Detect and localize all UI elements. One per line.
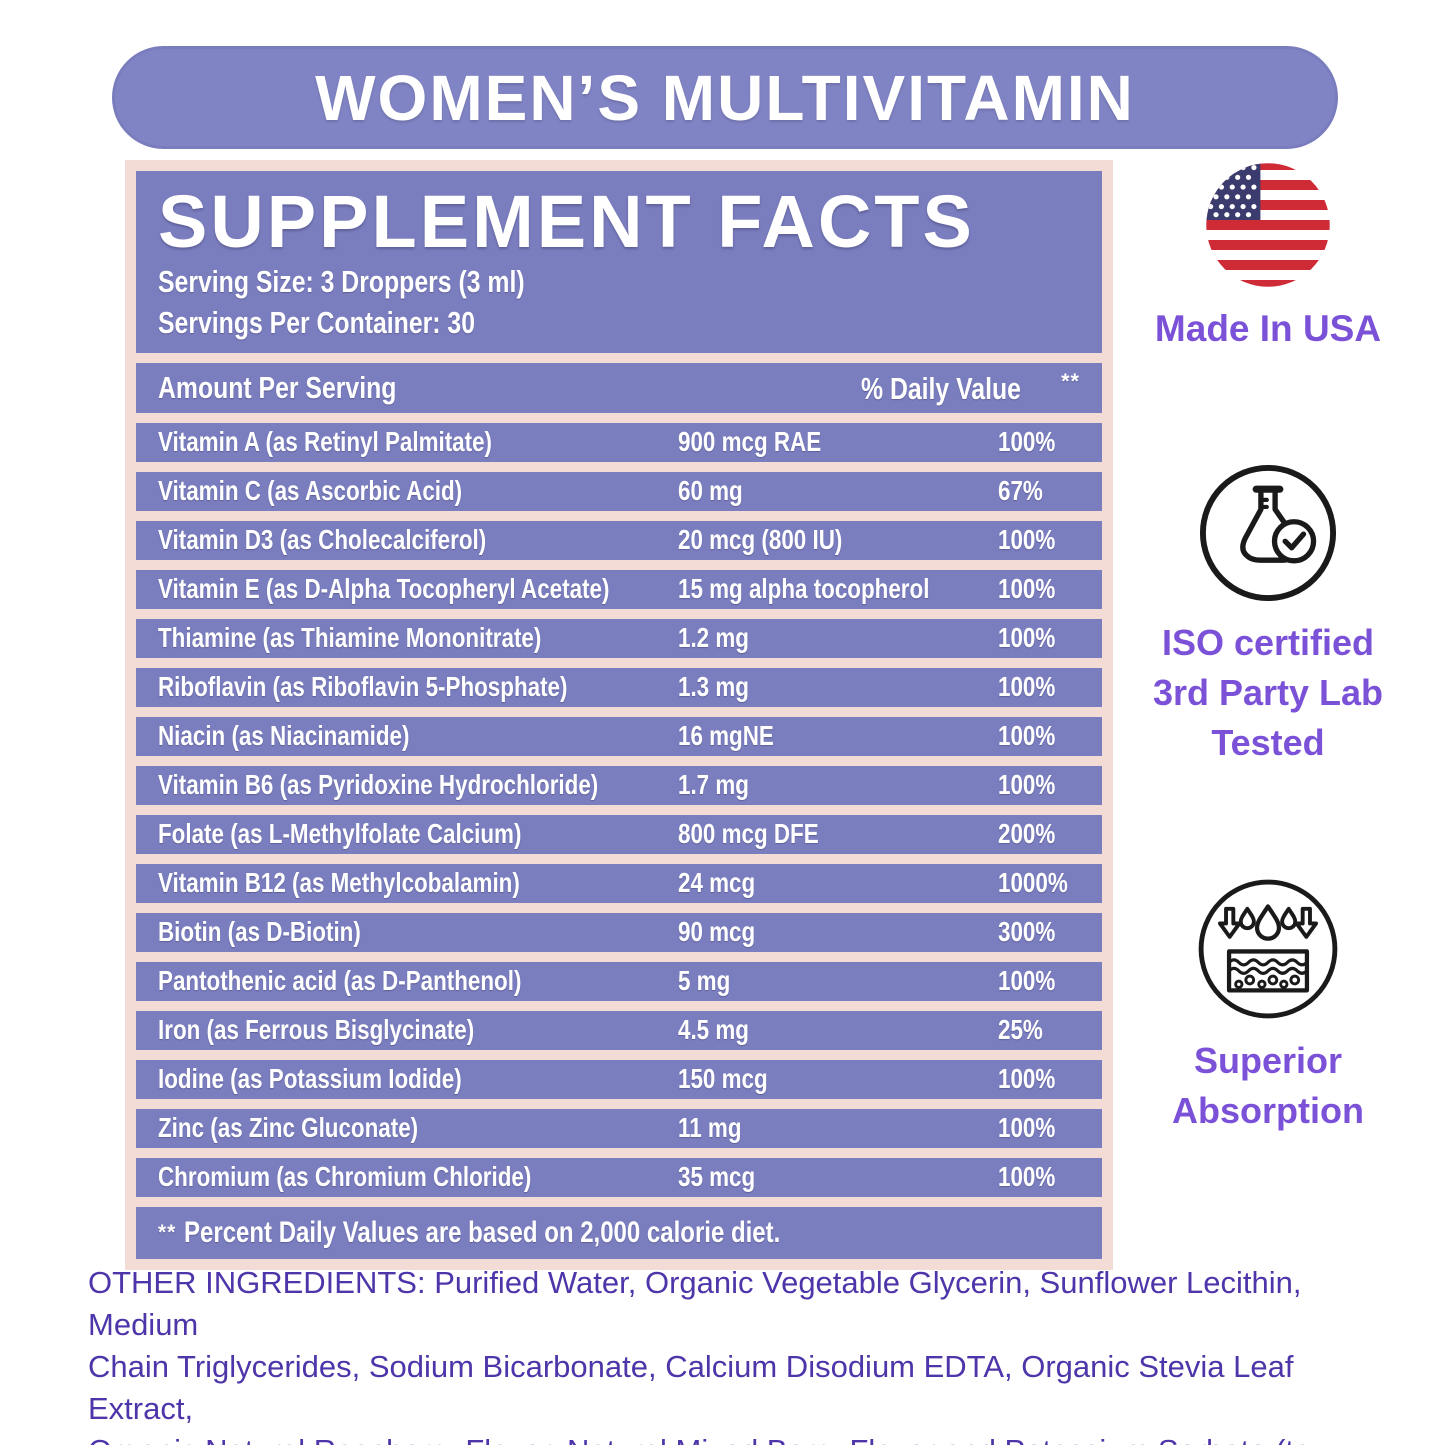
column-header-row: Amount Per Serving % Daily Value ** <box>136 362 1102 413</box>
nutrient-daily-value: 100% <box>998 1112 1056 1144</box>
absorption-icon <box>1198 879 1338 1019</box>
nutrient-name: Vitamin B12 (as Methylcobalamin) <box>158 867 520 899</box>
nutrient-amount: 20 mcg (800 IU) <box>678 524 843 556</box>
nutrient-daily-value: 67% <box>998 475 1043 507</box>
nutrient-amount: 35 mcg <box>678 1161 756 1193</box>
nutrient-amount: 150 mcg <box>678 1063 768 1095</box>
iso-certified-badge: ISO certified 3rd Party Lab Tested <box>1140 462 1396 768</box>
table-row: Vitamin D3 (as Cholecalciferol) 20 mcg (… <box>136 520 1102 560</box>
nutrient-name: Vitamin A (as Retinyl Palmitate) <box>158 426 493 458</box>
nutrient-daily-value: 100% <box>998 965 1056 997</box>
nutrient-name: Riboflavin (as Riboflavin 5-Phosphate) <box>158 671 568 703</box>
serving-size: Serving Size: 3 Droppers (3 ml) <box>158 263 525 299</box>
nutrient-amount: 24 mcg <box>678 867 756 899</box>
made-in-usa-label: Made In USA <box>1154 308 1382 349</box>
nutrient-daily-value: 100% <box>998 1063 1056 1095</box>
nutrient-amount: 900 mcg RAE <box>678 426 822 458</box>
usa-flag-icon <box>1206 163 1330 287</box>
nutrient-daily-value: 200% <box>998 818 1056 850</box>
facts-header: SUPPLEMENT FACTS Serving Size: 3 Dropper… <box>136 171 1102 353</box>
servings-per-container: Servings Per Container: 30 <box>158 304 475 340</box>
table-row: Chromium (as Chromium Chloride) 35 mcg 1… <box>136 1157 1102 1197</box>
nutrient-name: Biotin (as D-Biotin) <box>158 916 361 948</box>
table-row: Vitamin C (as Ascorbic Acid) 60 mg 67% <box>136 471 1102 511</box>
nutrient-amount: 1.3 mg <box>678 671 749 703</box>
nutrient-name: Vitamin D3 (as Cholecalciferol) <box>158 524 487 556</box>
nutrient-amount: 15 mg alpha tocopherol <box>678 573 930 605</box>
table-row: Vitamin E (as D-Alpha Tocopheryl Acetate… <box>136 569 1102 609</box>
nutrient-amount: 4.5 mg <box>678 1014 749 1046</box>
table-row: Iodine (as Potassium Iodide) 150 mcg 100… <box>136 1059 1102 1099</box>
nutrient-daily-value: 100% <box>998 769 1056 801</box>
nutrient-name: Thiamine (as Thiamine Mononitrate) <box>158 622 542 654</box>
column-header-amount: Amount Per Serving <box>158 369 397 405</box>
nutrient-daily-value: 100% <box>998 671 1056 703</box>
nutrient-name: Vitamin C (as Ascorbic Acid) <box>158 475 463 507</box>
product-banner: WOMEN’S MULTIVITAMIN <box>112 46 1338 149</box>
nutrient-daily-value: 1000% <box>998 867 1068 899</box>
nutrient-daily-value: 100% <box>998 622 1056 654</box>
facts-title: SUPPLEMENT FACTS <box>158 180 975 263</box>
nutrient-name: Niacin (as Niacinamide) <box>158 720 410 752</box>
nutrient-daily-value: 100% <box>998 426 1056 458</box>
product-title: WOMEN’S MULTIVITAMIN <box>315 61 1135 134</box>
supplement-facts-panel: SUPPLEMENT FACTS Serving Size: 3 Dropper… <box>125 160 1113 1270</box>
nutrient-amount: 5 mg <box>678 965 731 997</box>
table-row: Folate (as L-Methylfolate Calcium) 800 m… <box>136 814 1102 854</box>
nutrient-daily-value: 100% <box>998 573 1056 605</box>
iso-certified-label: ISO certified 3rd Party Lab Tested <box>1152 622 1384 763</box>
nutrient-name: Zinc (as Zinc Gluconate) <box>158 1112 419 1144</box>
made-in-usa-badge: Made In USA <box>1148 160 1388 354</box>
lab-flask-icon <box>1199 464 1337 602</box>
nutrient-amount: 11 mg <box>678 1112 742 1144</box>
nutrient-daily-value: 100% <box>998 524 1056 556</box>
table-row: Niacin (as Niacinamide) 16 mgNE 100% <box>136 716 1102 756</box>
daily-value-footnote: ** Percent Daily Values are based on 2,0… <box>136 1206 1102 1259</box>
table-row: Vitamin B12 (as Methylcobalamin) 24 mcg … <box>136 863 1102 903</box>
nutrient-amount: 1.7 mg <box>678 769 749 801</box>
table-row: Biotin (as D-Biotin) 90 mcg 300% <box>136 912 1102 952</box>
nutrient-name: Chromium (as Chromium Chloride) <box>158 1161 532 1193</box>
table-row: Pantothenic acid (as D-Panthenol) 5 mg 1… <box>136 961 1102 1001</box>
nutrient-name: Iodine (as Potassium Iodide) <box>158 1063 462 1095</box>
table-row: Thiamine (as Thiamine Mononitrate) 1.2 m… <box>136 618 1102 658</box>
nutrient-amount: 60 mg <box>678 475 743 507</box>
nutrient-name: Vitamin E (as D-Alpha Tocopheryl Acetate… <box>158 573 610 605</box>
nutrient-name: Vitamin B6 (as Pyridoxine Hydrochloride) <box>158 769 599 801</box>
table-row: Vitamin B6 (as Pyridoxine Hydrochloride)… <box>136 765 1102 805</box>
table-row: Iron (as Ferrous Bisglycinate) 4.5 mg 25… <box>136 1010 1102 1050</box>
superior-absorption-label: Superior Absorption <box>1172 1040 1364 1131</box>
nutrient-daily-value: 300% <box>998 916 1056 948</box>
nutrient-name: Folate (as L-Methylfolate Calcium) <box>158 818 522 850</box>
nutrient-daily-value: 100% <box>998 1161 1056 1193</box>
nutrient-amount: 90 mcg <box>678 916 756 948</box>
nutrient-amount: 16 mgNE <box>678 720 774 752</box>
other-ingredients-text: OTHER INGREDIENTS: Purified Water, Organ… <box>88 1265 1311 1445</box>
column-header-daily-value: % Daily Value ** <box>861 368 1080 407</box>
superior-absorption-badge: Superior Absorption <box>1140 876 1396 1136</box>
table-row: Riboflavin (as Riboflavin 5-Phosphate) 1… <box>136 667 1102 707</box>
nutrient-daily-value: 25% <box>998 1014 1043 1046</box>
nutrient-amount: 800 mcg DFE <box>678 818 819 850</box>
table-row: Vitamin A (as Retinyl Palmitate) 900 mcg… <box>136 422 1102 462</box>
nutrient-amount: 1.2 mg <box>678 622 749 654</box>
nutrient-name: Pantothenic acid (as D-Panthenol) <box>158 965 522 997</box>
nutrient-name: Iron (as Ferrous Bisglycinate) <box>158 1014 475 1046</box>
nutrient-daily-value: 100% <box>998 720 1056 752</box>
table-row: Zinc (as Zinc Gluconate) 11 mg 100% <box>136 1108 1102 1148</box>
